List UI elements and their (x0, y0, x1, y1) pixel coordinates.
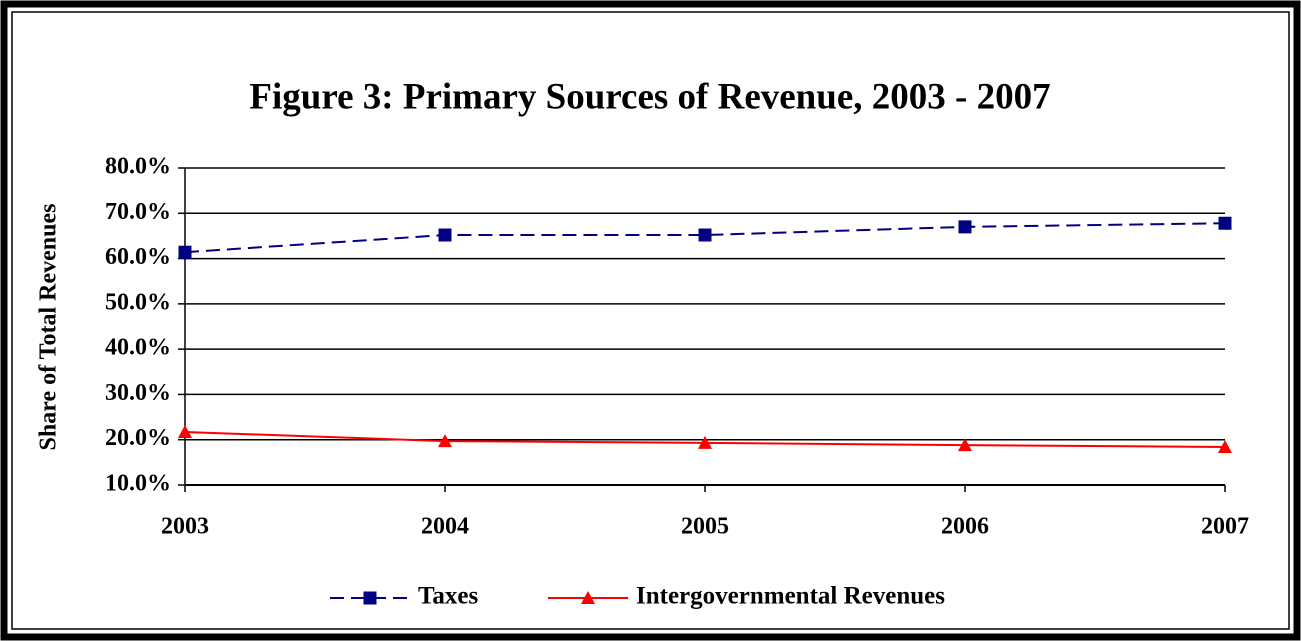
chart-inner-border (11, 11, 1290, 630)
data-point (1218, 439, 1232, 453)
legend-swatch-marker (581, 591, 595, 604)
y-tick-label: 60.0% (105, 244, 171, 270)
y-tick-label: 20.0% (105, 425, 171, 451)
legend-label: Taxes (418, 583, 478, 610)
data-point (438, 434, 452, 448)
x-tick-label: 2006 (941, 514, 989, 540)
y-tick-label: 70.0% (105, 199, 171, 225)
legend-swatch-marker (363, 591, 377, 605)
chart-title: Figure 3: Primary Sources of Revenue, 20… (249, 76, 1050, 117)
x-tick-label: 2004 (421, 514, 469, 540)
data-point (958, 438, 972, 452)
data-point (958, 220, 972, 234)
x-tick-label: 2005 (681, 514, 729, 540)
y-tick-label: 80.0% (105, 154, 171, 180)
series-line (184, 222, 1226, 254)
y-tick-label: 50.0% (105, 289, 171, 315)
data-point (438, 228, 452, 242)
y-tick-label: 40.0% (105, 335, 171, 361)
legend-label: Intergovernmental Revenues (636, 583, 945, 610)
data-point (178, 245, 192, 259)
x-tick-label: 2007 (1201, 514, 1249, 540)
data-point (178, 425, 192, 439)
y-tick-label: 10.0% (105, 471, 171, 497)
x-tick-label: 2003 (161, 514, 209, 540)
y-tick-label: 30.0% (105, 380, 171, 406)
data-point (698, 228, 712, 242)
y-axis-label: Share of Total Revenues (36, 204, 62, 451)
data-point (1218, 216, 1232, 230)
data-point (698, 435, 712, 449)
